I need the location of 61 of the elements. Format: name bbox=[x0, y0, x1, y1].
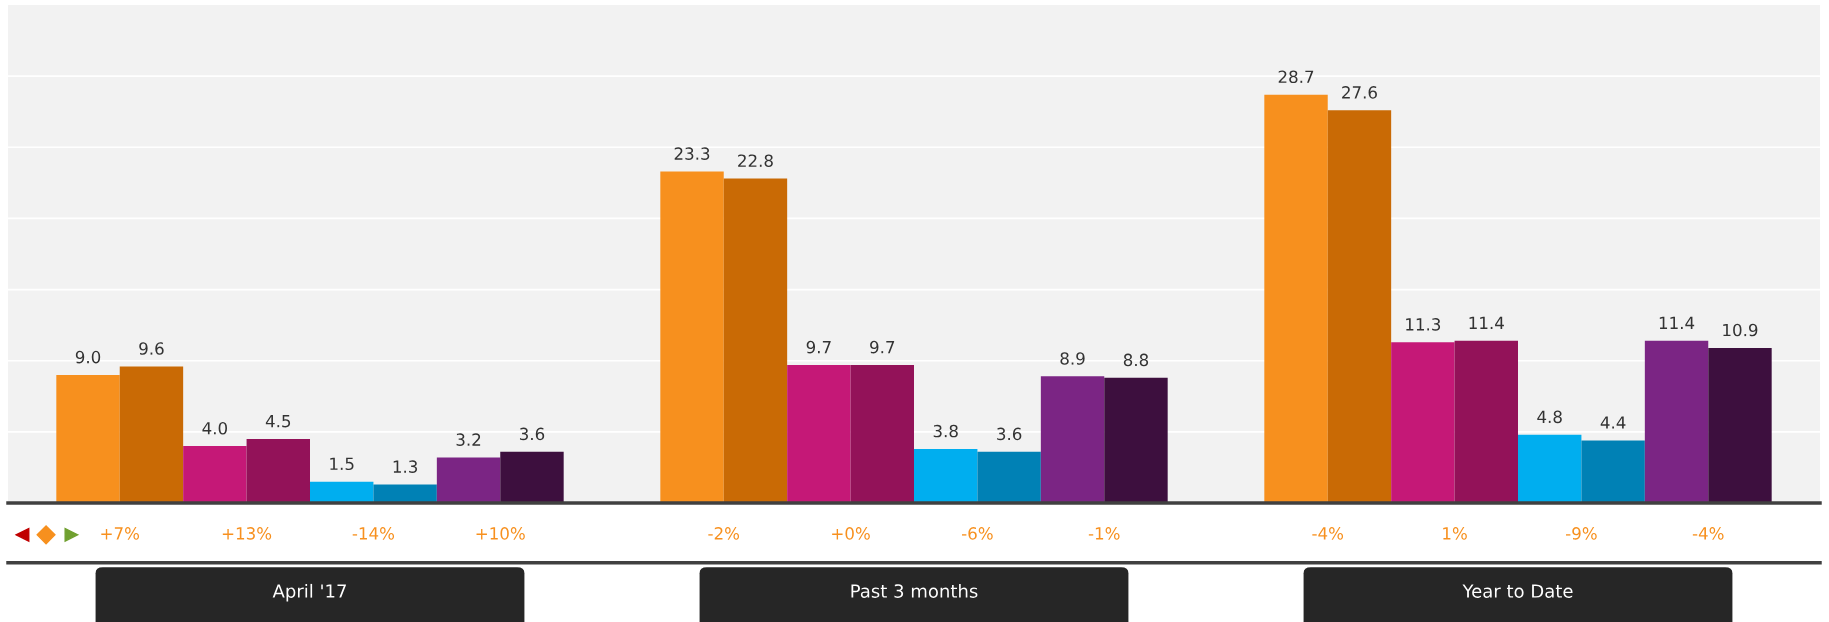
bar bbox=[1264, 94, 1328, 503]
data-label: 11.4 bbox=[1659, 316, 1695, 329]
text: -2% bbox=[708, 527, 740, 540]
data-label: 10.9 bbox=[1723, 323, 1758, 337]
bar bbox=[246, 438, 310, 503]
data-label: 11.3 bbox=[1406, 318, 1441, 331]
x-tick-label: Past 3 months bbox=[851, 583, 978, 598]
data-label: 1.5 bbox=[330, 457, 354, 471]
data-label: 4.4 bbox=[1600, 416, 1626, 429]
bar bbox=[660, 171, 724, 503]
data-label: 27.6 bbox=[1342, 86, 1377, 99]
text: +7% bbox=[101, 527, 140, 540]
data-label: 9.6 bbox=[139, 342, 164, 355]
bar bbox=[723, 178, 788, 503]
data-label: 11.4 bbox=[1469, 316, 1504, 329]
text: +13% bbox=[222, 527, 272, 540]
bar bbox=[787, 364, 851, 503]
x-tick-label: April '17 bbox=[272, 583, 346, 602]
x-tick-label: Year to Date bbox=[1462, 584, 1573, 598]
bar bbox=[914, 448, 978, 503]
data-label: 8.9 bbox=[1060, 352, 1085, 365]
text: -6% bbox=[962, 527, 993, 540]
data-label: 3.2 bbox=[456, 433, 481, 446]
data-label: 3.6 bbox=[997, 427, 1022, 441]
data-label: 3.6 bbox=[519, 427, 545, 441]
data-label: 1.3 bbox=[393, 460, 418, 473]
data-label: 9.7 bbox=[870, 340, 895, 354]
text: +0% bbox=[832, 527, 870, 540]
bar bbox=[1644, 340, 1709, 503]
data-label: 3.8 bbox=[933, 424, 958, 438]
text: 1% bbox=[1443, 527, 1467, 540]
data-label: 4.0 bbox=[202, 421, 228, 435]
data-label: 23.3 bbox=[674, 147, 710, 160]
text: -1% bbox=[1088, 527, 1120, 540]
text: +10% bbox=[476, 527, 525, 540]
data-label: 8.8 bbox=[1123, 353, 1149, 367]
text: -9% bbox=[1566, 527, 1597, 540]
text: -4% bbox=[1692, 527, 1724, 540]
bar bbox=[977, 451, 1041, 503]
data-label: 4.8 bbox=[1537, 410, 1562, 424]
bar bbox=[183, 446, 247, 503]
bar bbox=[119, 366, 184, 503]
bar bbox=[1454, 340, 1518, 503]
bar bbox=[1104, 377, 1168, 503]
bar bbox=[436, 457, 501, 503]
bar bbox=[1040, 376, 1105, 503]
data-label: 4.5 bbox=[265, 415, 291, 428]
bar bbox=[1518, 434, 1582, 503]
data-label: 28.7 bbox=[1278, 70, 1314, 84]
bar bbox=[1391, 342, 1455, 503]
bar bbox=[1327, 110, 1392, 503]
text: -14% bbox=[352, 527, 395, 540]
data-label: 22.8 bbox=[738, 154, 773, 168]
text: -4% bbox=[1312, 527, 1344, 540]
data-label: 9.0 bbox=[75, 350, 101, 364]
bar bbox=[56, 374, 120, 503]
bar bbox=[1581, 440, 1645, 503]
bar bbox=[500, 451, 564, 503]
bar bbox=[850, 364, 914, 503]
bar bbox=[1708, 347, 1772, 503]
data-label: 9.7 bbox=[806, 340, 831, 354]
